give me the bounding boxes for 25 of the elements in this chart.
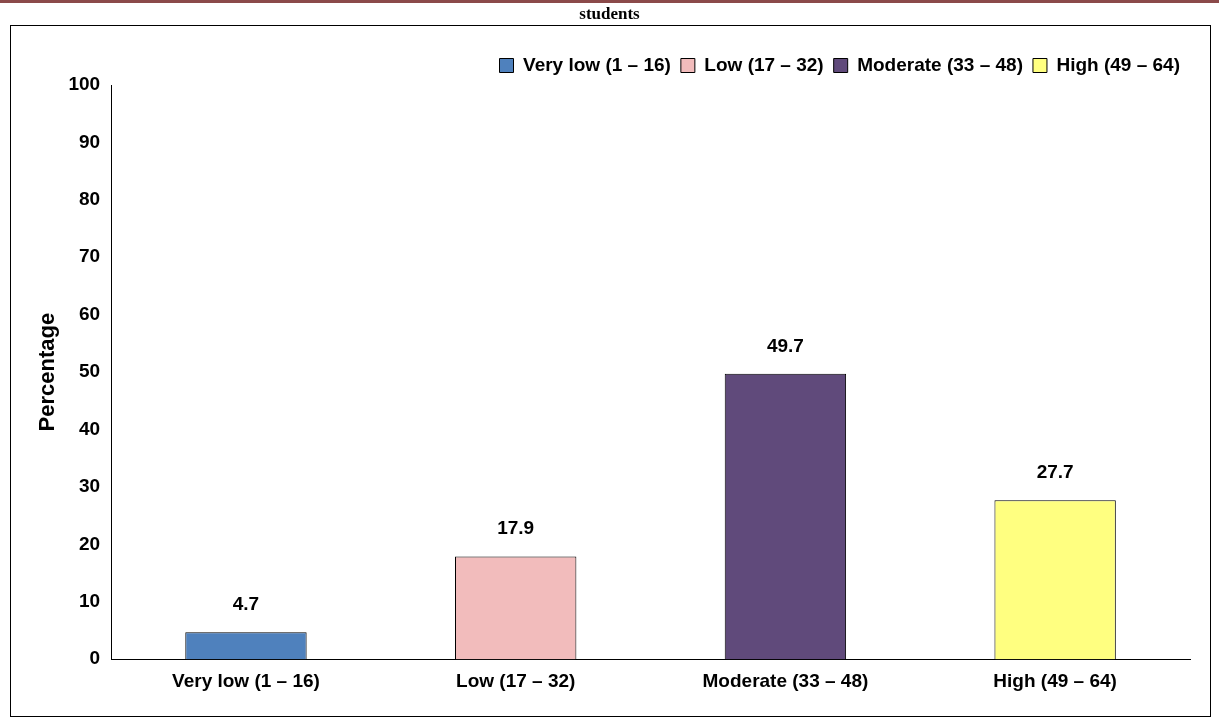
y-tick-label: 0: [89, 647, 101, 669]
legend-label: Very low (1 – 16): [523, 53, 671, 75]
x-tick-label: High (49 – 64): [993, 669, 1117, 691]
legend-label: Moderate (33 – 48): [857, 53, 1023, 75]
y-tick-label: 20: [78, 532, 101, 554]
y-tick-label: 10: [78, 590, 101, 612]
data-label: 4.7: [232, 592, 260, 614]
y-tick-label: 50: [78, 360, 101, 382]
y-tick-label: 100: [68, 73, 101, 95]
chart-title: students: [0, 0, 1219, 25]
x-tick-label: Low (17 – 32): [456, 669, 576, 691]
y-tick-label: 80: [78, 188, 101, 210]
data-label: 17.9: [497, 517, 535, 539]
y-tick-label: 60: [78, 302, 101, 324]
data-label: 27.7: [1036, 460, 1074, 482]
y-tick-label: 70: [78, 245, 101, 267]
y-tick-label: 40: [78, 417, 101, 439]
y-tick-label: 90: [78, 130, 101, 152]
data-label: 49.7: [766, 334, 804, 356]
legend-label: High (49 – 64): [1056, 53, 1181, 75]
x-tick-label: Moderate (33 – 48): [702, 669, 869, 691]
legend-label: Low (17 – 32): [704, 53, 824, 75]
y-tick-label: 30: [78, 475, 101, 497]
x-tick-label: Very low (1 – 16): [172, 669, 320, 691]
y-axis-title: Percentage: [34, 312, 60, 432]
